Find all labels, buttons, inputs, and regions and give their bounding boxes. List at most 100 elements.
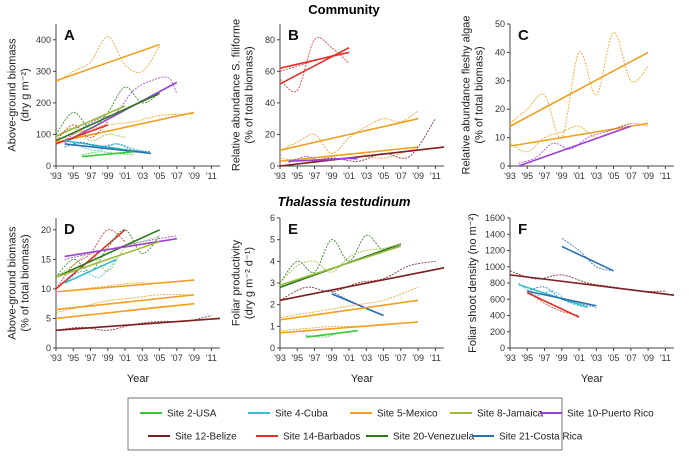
heading-community: Community — [308, 2, 380, 17]
x-tick-label: '11 — [430, 171, 441, 181]
x-tick-label: '03 — [136, 353, 148, 363]
legend-item: Site 14-Barbados — [256, 432, 360, 443]
y-axis-title-e: Foliar productivity(dry g m⁻² d⁻¹) — [231, 239, 256, 326]
y-tick-label: 600 — [490, 294, 505, 304]
series-line — [279, 234, 401, 284]
trend-line — [561, 245, 614, 272]
legend-label: Site 2-USA — [167, 409, 217, 420]
x-tick-label: '07 — [171, 171, 183, 181]
panel-letter-a: A — [64, 27, 75, 44]
y-tick-label: 5 — [270, 235, 275, 245]
x-tick-label: '11 — [660, 171, 671, 181]
series-line — [561, 237, 614, 272]
x-tick-label: '99 — [556, 171, 568, 181]
trend-line — [279, 299, 419, 321]
x-tick-label: '09 — [642, 353, 654, 363]
legend-label: Site 10-Puerto Rico — [567, 409, 654, 420]
trend-line — [527, 290, 597, 307]
x-tick-label: '95 — [521, 353, 533, 363]
trend-line — [81, 151, 134, 158]
series-line — [279, 286, 419, 319]
trend-line — [526, 292, 580, 318]
x-tick-label: '07 — [171, 353, 183, 363]
x-tick-label: '05 — [154, 171, 166, 181]
series-line — [288, 156, 358, 164]
legend-item: Site 5-Mexico — [350, 409, 438, 420]
legend-item: Site 20-Venezuela — [366, 432, 475, 443]
trend-line — [55, 229, 160, 278]
series-line — [55, 121, 109, 142]
x-tick-label: '95 — [521, 171, 533, 181]
series-line — [55, 127, 126, 142]
y-tick-label: 300 — [36, 66, 51, 76]
x-tick-label: '93 — [50, 171, 62, 181]
x-tick-label: '93 — [274, 353, 286, 363]
y-tick-label: 0 — [270, 343, 275, 353]
y-axis-title-b: Relative abundance S. filiforme(% of tot… — [231, 19, 256, 171]
x-tick-label: '09 — [412, 171, 424, 181]
x-tick-label: '95 — [291, 171, 303, 181]
series-line — [518, 122, 631, 164]
x-tick-label: '05 — [378, 171, 390, 181]
x-tick-label: '01 — [573, 171, 585, 181]
y-tick-label: 0 — [46, 161, 51, 171]
x-axis-title-d: Year — [127, 373, 150, 385]
series-line — [527, 286, 597, 308]
y-tick-label: 6 — [270, 213, 275, 223]
x-tick-label: '05 — [154, 353, 166, 363]
y-tick-label: 400 — [36, 35, 51, 45]
chart-panels: 0100200300400'93'95'97'99'01'03'05'07'09… — [7, 15, 675, 385]
x-tick-label: '99 — [326, 353, 338, 363]
x-tick-label: '97 — [85, 353, 97, 363]
x-tick-label: '99 — [102, 171, 114, 181]
y-axis-title-c: Relative abundance fleshy algae(% of tot… — [461, 15, 486, 174]
trend-line — [55, 111, 195, 144]
panel-f: 0 200 400 600 800 1000 1200 1400 1600 '93 '95 '97 '9… — [467, 213, 675, 385]
y-tick-label: 80 — [265, 35, 275, 45]
legend-label: Site 20-Venezuela — [393, 432, 475, 443]
y-tick-label: 20 — [495, 104, 505, 114]
y-tick-label: 30 — [495, 76, 505, 86]
x-tick-label: '09 — [188, 353, 200, 363]
trend-line — [279, 46, 350, 85]
x-tick-label: '03 — [590, 171, 602, 181]
x-tick-label: '07 — [395, 171, 407, 181]
y-tick-label: 15 — [41, 254, 51, 264]
trend-line — [288, 157, 358, 163]
legend-item: Site 21-Costa Rica — [472, 432, 583, 443]
y-tick-label: 1200 — [485, 246, 505, 256]
series-line — [279, 37, 350, 93]
x-tick-label: '97 — [309, 353, 321, 363]
panel-d: 0 5 10 15 20 '93 '95 '97 '99 '01 '03 '05 '07 '09 '11 D A… — [7, 218, 221, 385]
trend-line — [509, 122, 649, 147]
trend-line — [55, 302, 195, 320]
legend-label: Site 14-Barbados — [283, 432, 360, 443]
y-tick-label: 0 — [500, 343, 505, 353]
series-line — [55, 113, 195, 142]
x-tick-label: '93 — [504, 353, 516, 363]
trend-line — [279, 146, 419, 163]
legend-box — [127, 397, 563, 451]
x-tick-label: '99 — [326, 171, 338, 181]
y-tick-label: 40 — [265, 98, 275, 108]
y-tick-label: 200 — [36, 98, 51, 108]
legend-label: Site 4-Cuba — [275, 409, 328, 420]
y-tick-label: 0 — [500, 161, 505, 171]
x-axis-title-e: Year — [351, 373, 374, 385]
x-axis-title-f: Year — [581, 373, 604, 385]
trend-line — [518, 125, 632, 167]
legend-item: Site 8-Jamaica — [450, 409, 544, 420]
legend-label: Site 12-Belize — [175, 432, 237, 443]
y-tick-label: 40 — [495, 47, 505, 57]
series-line — [55, 229, 160, 278]
x-tick-label: '07 — [395, 353, 407, 363]
legend-label: Site 5-Mexico — [377, 409, 438, 420]
x-tick-label: '11 — [206, 353, 217, 363]
panel-e: 0 1 2 3 4 5 6 '93 '95 '97 '99 '01 '03 '05 '07 '09 '11 E Fo… — [231, 213, 445, 385]
trend-line — [509, 274, 675, 296]
x-tick-label: '01 — [343, 171, 355, 181]
trend-line — [55, 240, 160, 278]
x-tick-label: '11 — [206, 171, 217, 181]
x-tick-label: '93 — [504, 171, 516, 181]
